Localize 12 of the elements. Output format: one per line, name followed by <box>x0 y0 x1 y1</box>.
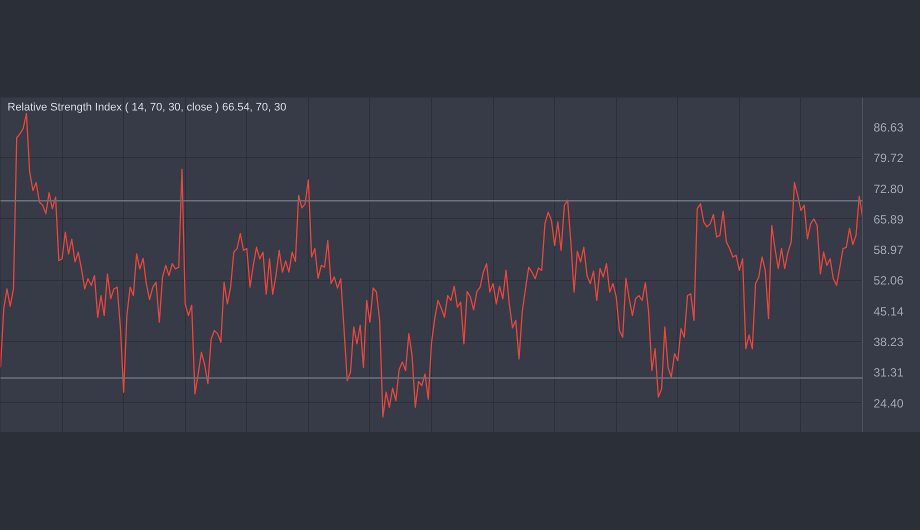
y-tick-label: 86.63 <box>874 120 904 135</box>
y-tick-label: 52.06 <box>874 274 904 288</box>
y-tick-label: 31.31 <box>874 366 904 380</box>
chart-title: Relative Strength Index ( 14, 70, 30, close ) 66.54, 70, 30 <box>8 102 286 114</box>
line-series <box>0 112 862 418</box>
y-tick-label: 79.72 <box>874 151 904 166</box>
y-tick-label: 58.97 <box>874 243 904 258</box>
y-tick-label: 45.14 <box>874 304 904 318</box>
y-tick-label: 65.89 <box>874 212 904 226</box>
y-tick-label: 38.23 <box>874 335 904 350</box>
y-tick-label: 24.40 <box>874 396 904 410</box>
y-tick-label: 72.80 <box>874 182 904 196</box>
